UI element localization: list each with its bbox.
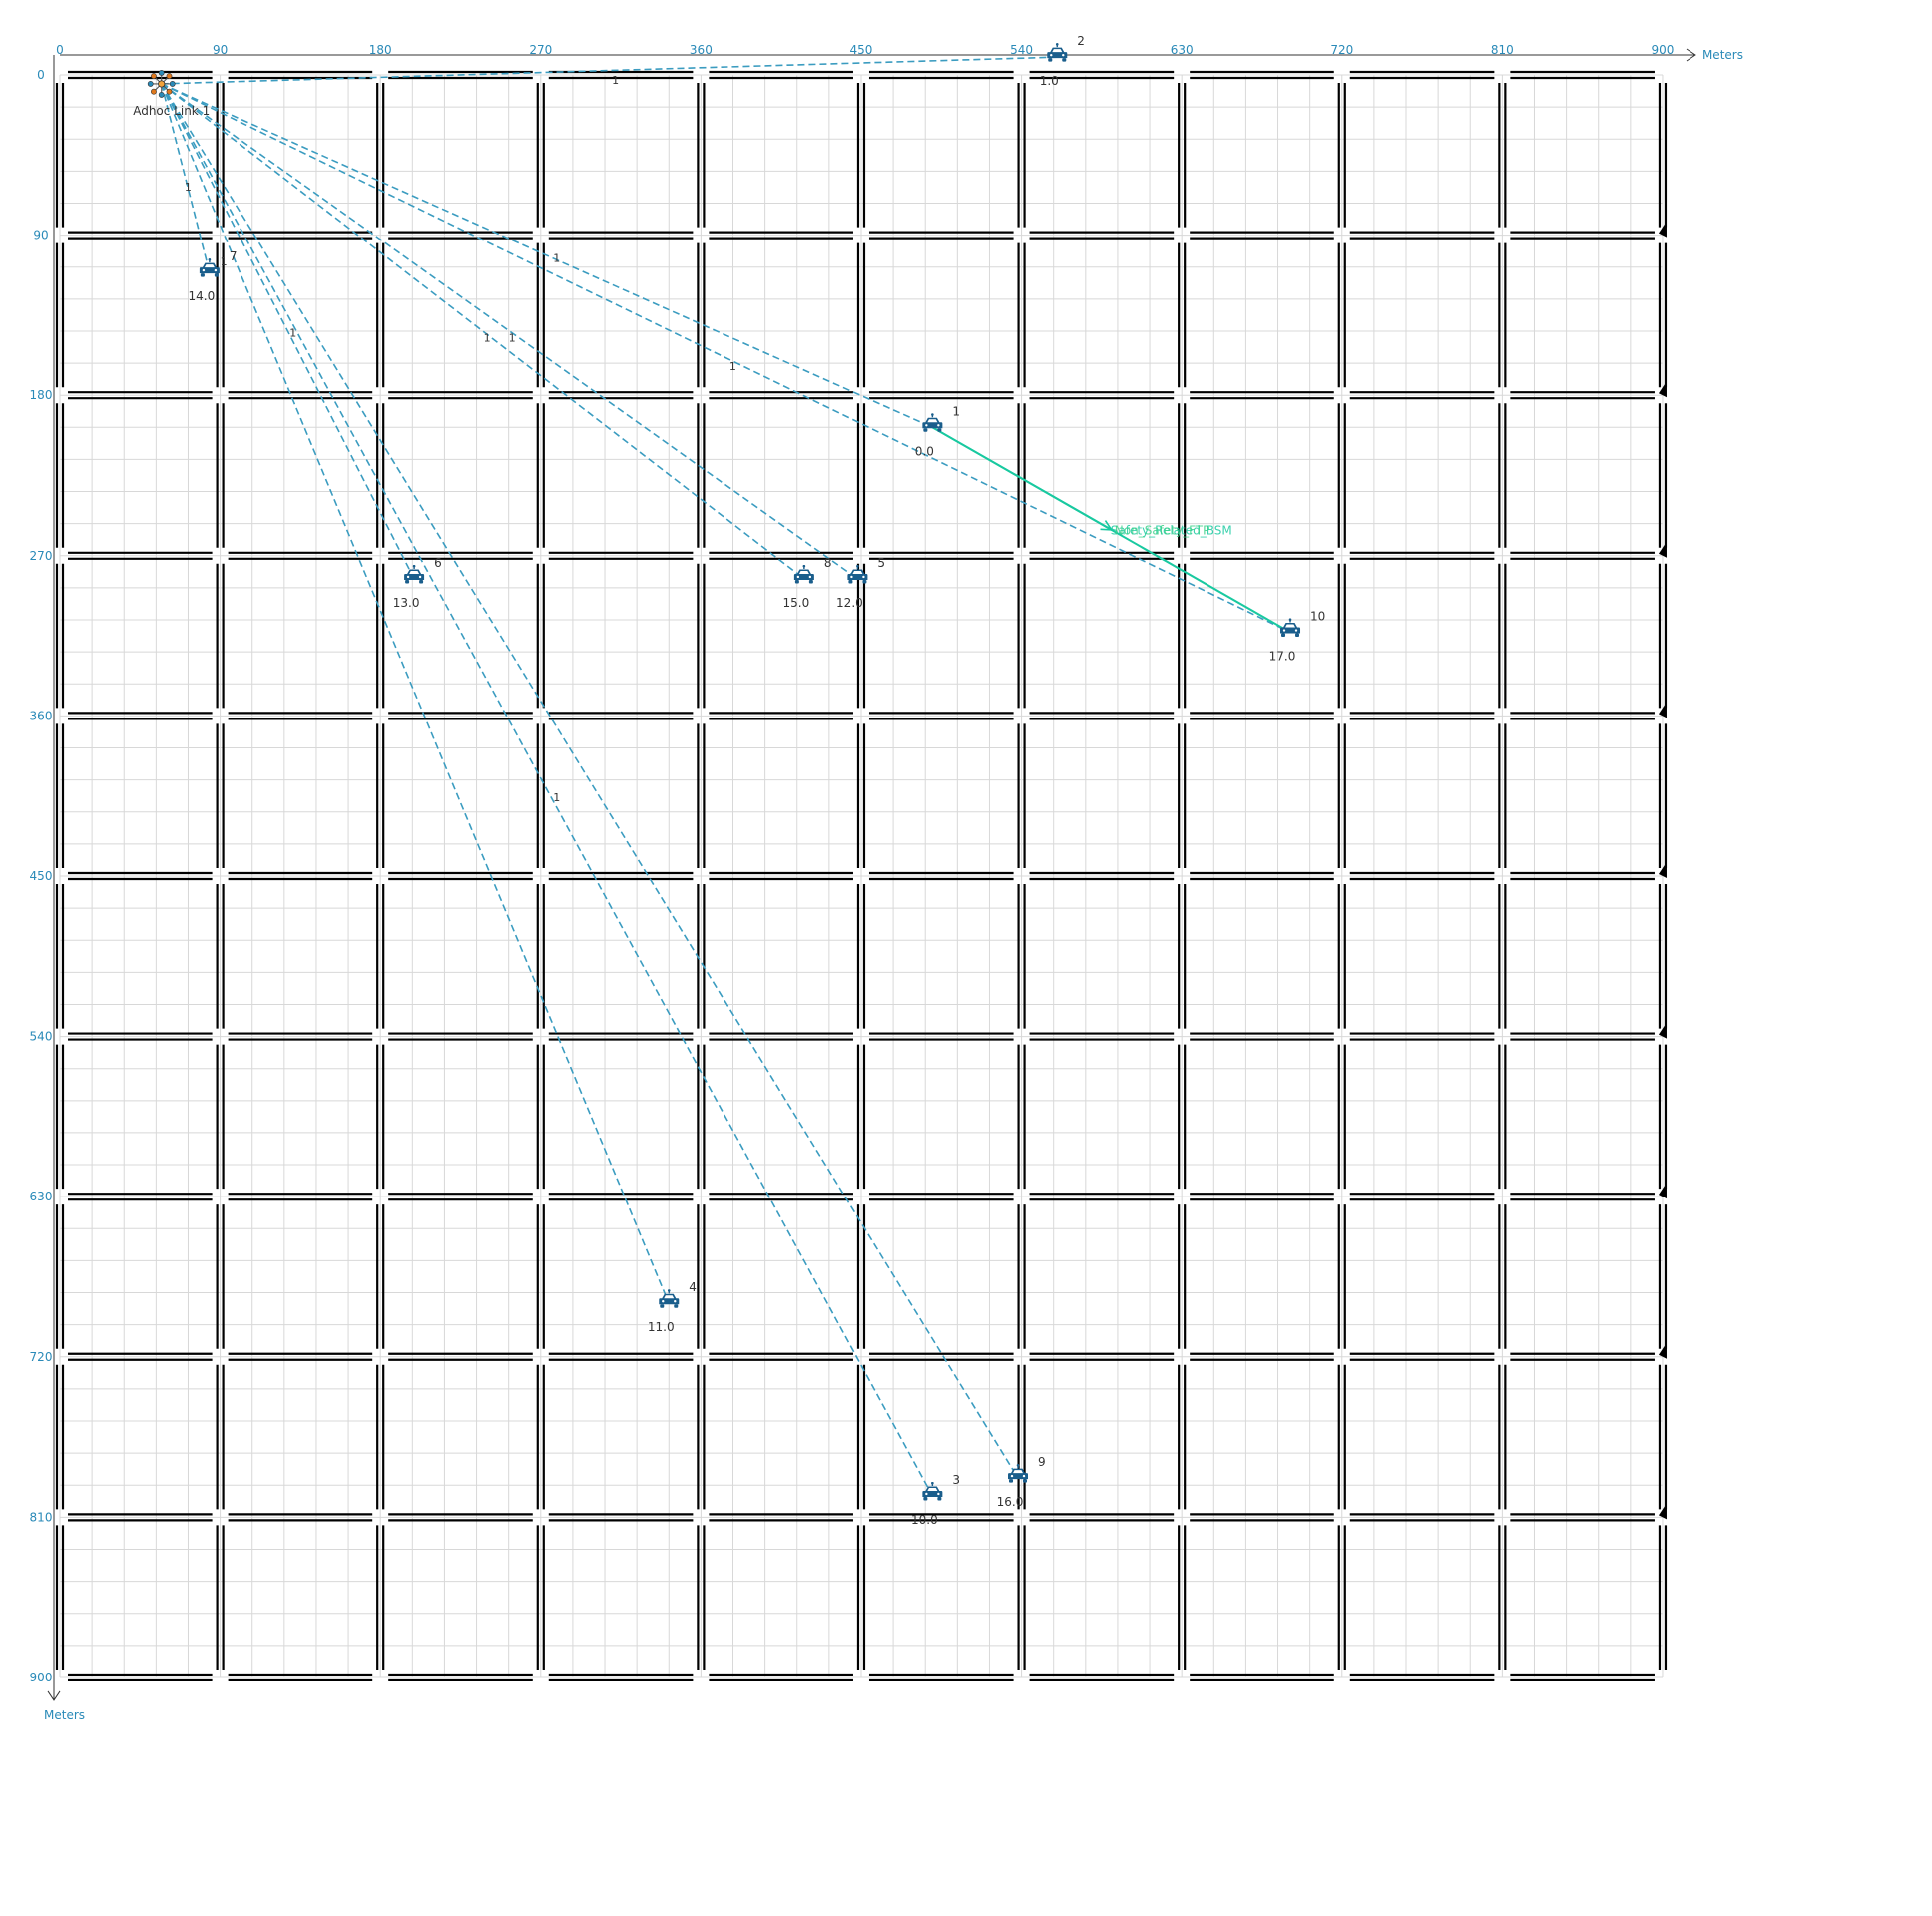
background-grid [59, 74, 1664, 1678]
vehicle-node[interactable]: 714.0 [189, 249, 238, 303]
y-tick-label: 90 [33, 229, 48, 242]
x-tick-label: 900 [1652, 43, 1675, 57]
vehicle-value-label: 13.0 [393, 596, 420, 610]
vehicle-node[interactable]: 512.0 [836, 556, 885, 610]
link-label: 1 [729, 360, 736, 373]
x-tick-label: 810 [1491, 43, 1514, 57]
link-label: 1 [553, 251, 560, 264]
y-tick-label: 810 [30, 1510, 53, 1524]
x-tick-label: 630 [1171, 43, 1194, 57]
x-tick-label: 450 [850, 43, 873, 57]
vehicle-node[interactable]: 310.0 [911, 1473, 960, 1527]
vehicle-id-label: 1 [952, 404, 960, 418]
vehicle-node[interactable]: 815.0 [783, 556, 832, 610]
y-tick-label: 900 [30, 1671, 53, 1684]
network-hub-icon [147, 70, 176, 98]
adhoc-link-line [161, 56, 1058, 85]
x-tick-label: 360 [690, 43, 713, 57]
vehicle-node[interactable]: 21.0 [1040, 34, 1085, 88]
x-tick-label: 270 [529, 43, 552, 57]
road-network [55, 70, 1668, 1682]
vehicle-node[interactable]: 411.0 [648, 1280, 697, 1334]
adhoc-link-line [160, 83, 415, 580]
vehicle-value-label: 0.0 [915, 444, 934, 458]
vehicle-id-label: 6 [434, 556, 442, 570]
car-icon [1279, 618, 1301, 638]
link-label: 1 [221, 255, 228, 268]
vehicle-value-label: 16.0 [997, 1495, 1024, 1509]
adhoc-link-node[interactable]: Adhoc Link 1 [133, 70, 210, 118]
link-label: 1 [509, 332, 516, 345]
adhoc-link-line [161, 83, 1291, 634]
vehicle-id-label: 5 [877, 556, 885, 570]
vehicle-node[interactable]: 10.0 [915, 404, 960, 458]
y-tick-label: 270 [30, 549, 53, 563]
link-label: 1 [553, 791, 560, 804]
y-tick-label: 630 [30, 1190, 53, 1203]
adhoc-link-line [161, 83, 934, 1497]
link-label: 1 [484, 332, 491, 345]
adhoc-link-label: Adhoc Link 1 [133, 104, 210, 118]
adhoc-link-line [161, 83, 1019, 1479]
y-tick-label: 720 [30, 1350, 53, 1364]
vehicle-value-label: 17.0 [1269, 650, 1296, 664]
flow-label: Safety_Related_BSM [1111, 523, 1232, 537]
y-tick-label: 360 [30, 709, 53, 722]
vehicle-id-label: 7 [230, 249, 238, 263]
x-tick-label: 90 [213, 43, 228, 57]
nodes[interactable]: Adhoc Link 110.021.0310.0411.0512.0613.0… [133, 34, 1325, 1527]
adhoc-link-line [161, 83, 805, 580]
link-label: 1 [612, 74, 619, 87]
flow-label: Non_Safety_FTP [1115, 523, 1210, 537]
vehicle-node[interactable]: 10 17.0 [1269, 610, 1326, 664]
flow-arrow [931, 426, 1111, 530]
y-tick-label: 180 [30, 388, 53, 402]
y-tick-label: 450 [30, 869, 53, 883]
vehicle-id-label: 3 [952, 1473, 960, 1487]
vehicle-node[interactable]: 916.0 [997, 1455, 1046, 1509]
vehicle-node[interactable]: 613.0 [393, 556, 442, 610]
vehicle-id-label: 4 [689, 1280, 697, 1294]
y-axis-unit: Meters [44, 1708, 85, 1722]
x-tick-label: 180 [369, 43, 392, 57]
vehicle-value-label: 15.0 [783, 596, 810, 610]
x-axis-unit: Meters [1702, 48, 1743, 62]
axes: 0 90 180 270 360 450 540 630 720 810 9000901802703… [30, 43, 1743, 1722]
vehicle-id-label: 10 [1310, 610, 1325, 624]
vehicle-value-label: 12.0 [836, 596, 863, 610]
x-tick-label: 720 [1330, 43, 1353, 57]
link-label: 1 [289, 326, 296, 339]
adhoc-link-line [161, 83, 933, 429]
vehicle-value-label: 10.0 [911, 1513, 938, 1527]
x-tick-label: 540 [1010, 43, 1033, 57]
adhoc-links: 1 1 1 1 1 1 1 1 1 [160, 56, 1291, 1497]
x-tick-label: 0 [56, 43, 64, 57]
vehicle-value-label: 14.0 [189, 289, 216, 303]
vehicle-value-label: 11.0 [648, 1320, 675, 1334]
link-label: 1 [185, 181, 192, 194]
car-icon [403, 564, 425, 585]
vehicle-id-label: 2 [1077, 34, 1085, 48]
vehicle-value-label: 1.0 [1040, 74, 1059, 88]
y-tick-label: 0 [37, 68, 45, 82]
vehicle-id-label: 9 [1038, 1455, 1046, 1469]
adhoc-link-line [160, 83, 671, 1304]
vehicle-id-label: 8 [824, 556, 832, 570]
y-tick-label: 540 [30, 1030, 53, 1044]
car-icon [1046, 43, 1068, 63]
